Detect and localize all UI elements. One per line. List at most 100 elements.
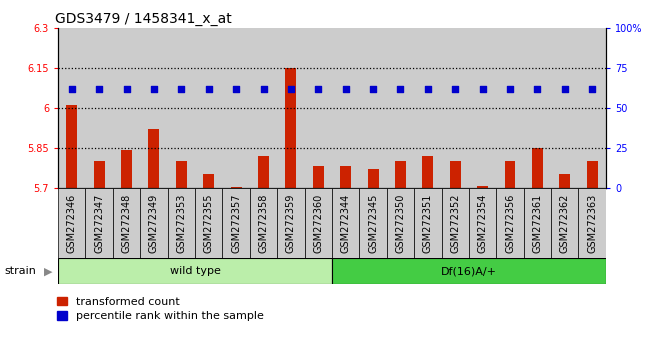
Bar [58,28,86,188]
Bar [140,28,168,188]
Bar [442,28,469,188]
Bar [113,188,140,258]
Bar [58,258,332,284]
Text: GSM272349: GSM272349 [149,193,159,252]
Point [67,86,77,92]
Bar [305,28,332,188]
Bar [477,186,488,188]
Bar [578,188,606,258]
Point [368,86,378,92]
Bar [258,156,269,188]
Bar [559,174,570,188]
Bar [168,28,195,188]
Point [422,86,433,92]
Bar [222,28,249,188]
Bar [113,28,140,188]
Point [477,86,488,92]
Bar [395,161,406,188]
Bar [422,156,434,188]
Bar [140,188,168,258]
Bar [249,188,277,258]
Bar [148,129,160,188]
Point [94,86,104,92]
Text: GSM272361: GSM272361 [533,193,543,252]
Text: GSM272346: GSM272346 [67,193,77,252]
Bar [414,28,442,188]
Bar [449,161,461,188]
Bar [66,105,77,188]
Text: GSM272345: GSM272345 [368,193,378,253]
Text: GSM272362: GSM272362 [560,193,570,253]
Text: GSM272358: GSM272358 [259,193,269,253]
Point [121,86,132,92]
Point [231,86,242,92]
Point [176,86,187,92]
Bar [359,188,387,258]
Bar [86,188,113,258]
Text: GSM272355: GSM272355 [204,193,214,253]
Point [532,86,543,92]
Bar [496,188,524,258]
Bar [58,188,86,258]
Text: GSM272363: GSM272363 [587,193,597,252]
Bar [551,28,578,188]
Text: GSM272360: GSM272360 [314,193,323,252]
Bar [313,166,324,188]
Bar [414,188,442,258]
Bar [340,166,351,188]
Text: GDS3479 / 1458341_x_at: GDS3479 / 1458341_x_at [55,12,232,26]
Bar [168,188,195,258]
Bar [332,188,359,258]
Bar [587,161,598,188]
Legend: transformed count, percentile rank within the sample: transformed count, percentile rank withi… [57,297,264,321]
Bar [532,148,543,188]
Bar [195,28,222,188]
Bar [86,28,113,188]
Point [505,86,515,92]
Text: strain: strain [4,266,36,276]
Bar [504,161,515,188]
Point [450,86,461,92]
Bar [222,188,249,258]
Text: GSM272356: GSM272356 [505,193,515,253]
Bar [176,161,187,188]
Text: Df(16)A/+: Df(16)A/+ [441,266,497,276]
Text: GSM272347: GSM272347 [94,193,104,253]
Bar [332,258,606,284]
Point [560,86,570,92]
Point [203,86,214,92]
Text: GSM272350: GSM272350 [395,193,405,253]
Bar [524,188,551,258]
Bar [551,188,578,258]
Point [286,86,296,92]
Bar [305,188,332,258]
Point [148,86,159,92]
Point [395,86,406,92]
Point [313,86,323,92]
Text: GSM272351: GSM272351 [423,193,433,253]
Text: GSM272353: GSM272353 [176,193,186,253]
Text: wild type: wild type [170,266,220,276]
Text: GSM272348: GSM272348 [121,193,131,252]
Bar [94,161,105,188]
Bar [195,188,222,258]
Text: GSM272357: GSM272357 [231,193,241,253]
Bar [249,28,277,188]
Point [258,86,269,92]
Bar [524,28,551,188]
Text: GSM272359: GSM272359 [286,193,296,253]
Bar [368,169,379,188]
Text: GSM272354: GSM272354 [478,193,488,253]
Text: ▶: ▶ [44,266,52,276]
Bar [277,188,305,258]
Bar [496,28,524,188]
Bar [285,68,296,188]
Bar [469,28,496,188]
Bar [203,174,214,188]
Point [587,86,597,92]
Text: GSM272352: GSM272352 [450,193,460,253]
Bar [359,28,387,188]
Bar [387,188,414,258]
Text: GSM272344: GSM272344 [341,193,350,252]
Bar [442,188,469,258]
